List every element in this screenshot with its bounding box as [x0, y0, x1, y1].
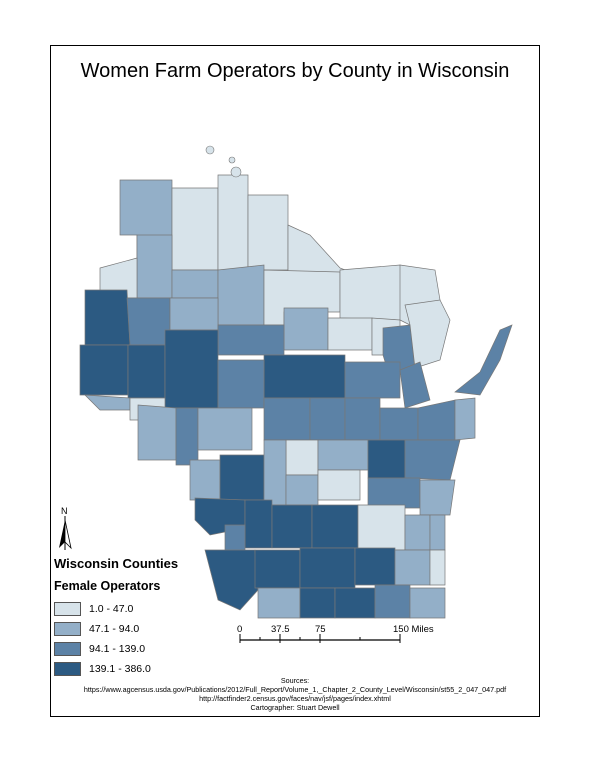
sources-heading: Sources:: [280, 676, 310, 685]
county-polygon: [374, 584, 411, 619]
county-polygon: [171, 187, 219, 271]
county-polygon: [454, 324, 513, 396]
county-polygon: [429, 549, 446, 586]
county-polygon: [136, 234, 173, 299]
county-polygon: [285, 474, 319, 506]
county-polygon: [379, 407, 419, 441]
legend-item: 47.1 - 94.0: [54, 619, 234, 639]
county-polygon: [419, 479, 456, 516]
county-polygon: [263, 439, 287, 506]
county-polygon: [285, 439, 319, 476]
county-polygon: [244, 499, 273, 549]
county-polygon: [327, 317, 373, 351]
legend-swatch: [54, 602, 81, 616]
county-layer: [79, 145, 513, 619]
scale-tick-label: 37.5: [271, 624, 290, 635]
county-polygon: [175, 407, 199, 466]
county-polygon: [283, 307, 329, 351]
island-shape: [228, 156, 236, 164]
legend-item: 1.0 - 47.0: [54, 599, 234, 619]
county-polygon: [399, 361, 431, 409]
north-arrow-label: N: [61, 506, 68, 516]
county-polygon: [263, 354, 346, 399]
county-polygon: [271, 504, 313, 549]
county-polygon: [189, 459, 221, 501]
county-polygon: [204, 549, 259, 611]
county-polygon: [217, 264, 265, 326]
legend-item-label: 47.1 - 94.0: [89, 623, 140, 635]
county-polygon: [219, 454, 265, 501]
island-shape: [230, 166, 242, 178]
county-polygon: [317, 469, 361, 501]
county-polygon: [354, 547, 396, 586]
county-polygon: [254, 549, 301, 589]
county-polygon: [299, 547, 356, 589]
county-polygon: [309, 397, 346, 441]
county-polygon: [299, 587, 336, 619]
county-polygon: [126, 297, 171, 346]
source-link[interactable]: http://factfinder2.census.gov/faces/nav/…: [199, 694, 391, 703]
county-polygon: [404, 299, 451, 369]
legend-item-label: 94.1 - 139.0: [89, 643, 146, 655]
county-polygon: [169, 297, 219, 331]
legend-swatch: [54, 642, 81, 656]
county-polygon: [79, 344, 129, 396]
county-polygon: [127, 344, 166, 399]
county-polygon: [217, 174, 249, 271]
county-polygon: [263, 397, 311, 441]
county-polygon: [417, 399, 456, 441]
county-polygon: [257, 587, 301, 619]
county-polygon: [287, 224, 359, 276]
legend-item-label: 1.0 - 47.0: [89, 603, 134, 615]
county-polygon: [217, 359, 265, 409]
county-polygon: [394, 549, 431, 586]
county-polygon: [367, 477, 421, 509]
scale-tick-label: 0: [237, 624, 243, 635]
scale-tick-label: 150 Miles: [393, 624, 434, 635]
legend-title: Wisconsin Counties: [54, 556, 179, 571]
county-polygon: [171, 269, 219, 299]
county-polygon: [404, 439, 461, 481]
county-polygon: [247, 194, 289, 271]
north-arrow-icon: [59, 516, 72, 550]
legend-swatch: [54, 622, 81, 636]
county-polygon: [429, 514, 446, 551]
island-shape: [205, 145, 215, 155]
map-title: Women Farm Operators by County in Wiscon…: [80, 60, 510, 82]
legend-swatch: [54, 662, 81, 676]
county-polygon: [409, 587, 446, 619]
legend-subtitle: Female Operators: [54, 579, 161, 593]
county-polygon: [317, 439, 369, 471]
county-polygon: [311, 504, 359, 549]
county-polygon: [344, 361, 401, 399]
county-polygon: [357, 504, 406, 551]
legend-item: 139.1 - 386.0: [54, 659, 234, 679]
county-polygon: [404, 514, 431, 551]
county-polygon: [164, 329, 219, 409]
county-polygon: [344, 397, 381, 441]
county-polygon: [84, 289, 131, 346]
county-polygon: [334, 587, 376, 619]
county-polygon: [217, 324, 285, 356]
county-polygon: [367, 439, 406, 479]
legend-item-label: 139.1 - 386.0: [89, 663, 151, 675]
source-link[interactable]: https://www.agcensus.usda.gov/Publicatio…: [83, 685, 507, 694]
scale-bar: [239, 634, 401, 643]
cartographer-credit: Cartographer: Stuart Dewell: [250, 703, 340, 712]
county-polygon: [454, 397, 476, 441]
sources-block: Sources: https://www.agcensus.usda.gov/P…: [50, 676, 540, 712]
map-frame: [50, 45, 540, 717]
county-polygon: [84, 394, 131, 411]
legend: Wisconsin Counties Female Operators 1.0 …: [54, 556, 234, 679]
county-polygon: [137, 404, 177, 461]
scale-tick-label: 75: [315, 624, 326, 635]
legend-item: 94.1 - 139.0: [54, 639, 234, 659]
county-polygon: [197, 407, 253, 451]
